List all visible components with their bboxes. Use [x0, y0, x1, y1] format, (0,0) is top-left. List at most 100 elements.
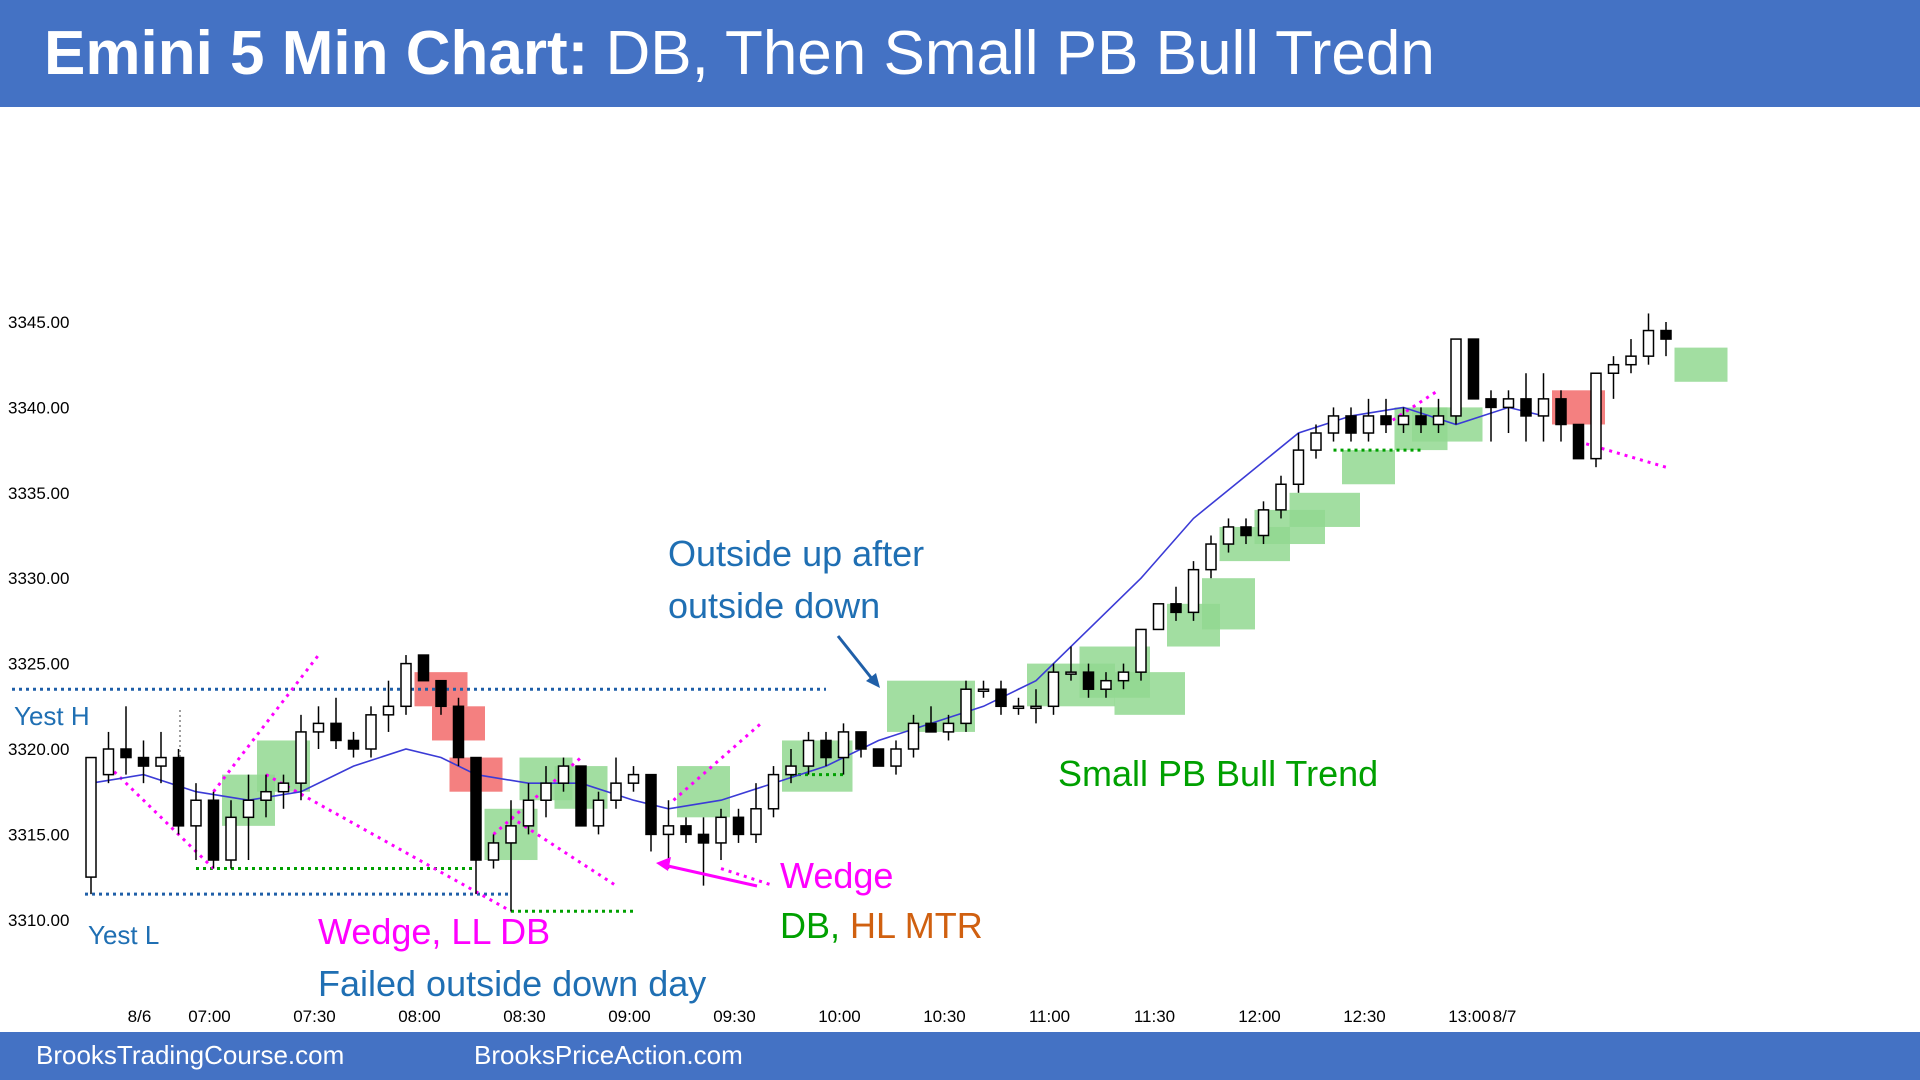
x-tick-label-9: 11:00 [1029, 1007, 1070, 1026]
annotation-small-pb-bull-trend: Small PB Bull Trend [1058, 753, 1379, 794]
trend-line-5 [672, 722, 762, 802]
x-tick-label-2: 07:30 [293, 1007, 336, 1026]
y-tick-label-7: 3345.00 [8, 313, 69, 332]
title-banner: Emini 5 Min Chart: DB, Then Small PB Bul… [0, 0, 1920, 107]
candle-body-67 [1257, 509, 1270, 537]
trend-line-2 [265, 773, 512, 913]
candle-body-23 [487, 842, 500, 861]
candle-body-3 [137, 756, 150, 767]
candle-body-73 [1362, 415, 1375, 434]
x-tick-label-14: 8/7 [1493, 1007, 1517, 1026]
candle-body-89 [1642, 329, 1655, 357]
candle-body-65 [1222, 526, 1235, 545]
label-yest-l: Yest L [88, 920, 160, 950]
candle-body-40 [785, 765, 797, 776]
candle-body-52 [995, 688, 1007, 708]
arrow-outside-up-head [866, 673, 880, 688]
candle-body-49 [942, 722, 955, 733]
candle-body-39 [767, 773, 780, 810]
candle-body-37 [732, 816, 745, 836]
candle-body-64 [1205, 543, 1217, 571]
y-tick-label-5: 3335.00 [8, 484, 69, 503]
candle-body-25 [522, 799, 535, 827]
y-tick-label-3: 3325.00 [8, 655, 69, 674]
candle-body-13 [312, 722, 325, 733]
annotation-wedge-ll-db: Wedge, LL DB [318, 911, 551, 952]
candle-body-77 [1432, 415, 1445, 426]
arrow-wedge-head [656, 857, 671, 871]
candle-body-56 [1065, 671, 1077, 675]
annotation-db-hl-mtr: DB, HL MTR [780, 906, 983, 946]
candle-body-31 [627, 773, 640, 784]
annotation-hl-mtr: HL MTR [850, 905, 983, 946]
x-tick-label-10: 11:30 [1134, 1007, 1175, 1026]
candle-body-33 [662, 825, 675, 836]
candle-body-90 [1660, 329, 1672, 340]
annotation-outside-up: Outside up after [668, 533, 925, 574]
x-tick-label-8: 10:30 [923, 1007, 966, 1026]
y-tick-label-6: 3340.00 [8, 398, 69, 417]
candle-body-30 [610, 782, 622, 801]
candle-body-81 [1502, 398, 1515, 409]
x-tick-label-5: 09:00 [608, 1007, 651, 1026]
candle-body-4 [155, 756, 167, 767]
candle-body-11 [277, 782, 290, 793]
candle-body-21 [452, 705, 465, 759]
candle-body-34 [680, 825, 692, 836]
footer-left-link[interactable]: BrooksTradingCourse.com [36, 1040, 345, 1070]
candle-body-41 [802, 739, 815, 767]
candle-body-8 [225, 816, 237, 861]
candle-body-69 [1292, 449, 1305, 486]
candle-body-7 [207, 799, 220, 861]
candle-body-47 [907, 722, 920, 750]
ema-line [90, 406, 1544, 810]
footer-banner: BrooksTradingCourse.com BrooksPriceActio… [0, 1032, 1920, 1080]
candlestick-chart: 3310.00 3315.00 3320.00 3325.00 3330.00 3335.… [8, 313, 1728, 1026]
x-tick-label-7: 10:00 [818, 1007, 861, 1026]
candle-body-53 [1012, 705, 1025, 710]
x-tick-label-12: 12:30 [1343, 1007, 1386, 1026]
candle-body-19 [417, 654, 430, 682]
candle-body-38 [750, 808, 762, 836]
candle-body-48 [925, 722, 937, 733]
candle-body-45 [872, 748, 885, 767]
highlight-bull-15 [1289, 492, 1360, 527]
candle-body-2 [120, 748, 132, 759]
y-tick-label-4: 3330.00 [8, 569, 69, 588]
annotation-db: DB, [780, 905, 841, 946]
highlight-bull-12 [1202, 578, 1255, 630]
candle-body-50 [960, 688, 972, 725]
candle-body-68 [1275, 483, 1287, 511]
candle-body-18 [400, 662, 412, 708]
candle-body-26 [540, 782, 552, 801]
x-tick-label-3: 08:00 [398, 1007, 441, 1026]
x-tick-label-0: 8/6 [128, 1007, 152, 1026]
candle-body-17 [382, 705, 395, 716]
y-tick-label-2: 3320.00 [8, 740, 69, 759]
candle-body-22 [470, 756, 482, 861]
trend-line-7 [1385, 389, 1440, 426]
y-tick-label-1: 3315.00 [8, 825, 69, 844]
candle-body-70 [1310, 432, 1322, 451]
candle-body-55 [1047, 671, 1060, 708]
trend-line-6 [720, 867, 774, 888]
candle-body-72 [1345, 415, 1357, 434]
candle-body-76 [1415, 415, 1427, 426]
candle-body-1 [102, 748, 115, 776]
candle-body-59 [1117, 671, 1130, 682]
candle-body-87 [1607, 363, 1620, 374]
candle-body-5 [172, 756, 185, 827]
annotation-wedge-right: Wedge [780, 855, 894, 896]
candle-body-79 [1467, 338, 1480, 400]
candle-body-88 [1625, 355, 1637, 366]
x-tick-label-1: 07:00 [188, 1007, 231, 1026]
highlight-bull-16 [1342, 450, 1395, 485]
label-yest-h: Yest H [14, 701, 90, 731]
candle-body-27 [557, 765, 570, 784]
candle-body-12 [295, 731, 307, 784]
candle-body-16 [365, 714, 377, 750]
candle-body-10 [260, 790, 272, 801]
footer-right-link[interactable]: BrooksPriceAction.com [474, 1040, 743, 1070]
annotation-outside-down: outside down [668, 585, 881, 626]
page-title: Emini 5 Min Chart: DB, Then Small PB Bul… [44, 18, 1435, 90]
